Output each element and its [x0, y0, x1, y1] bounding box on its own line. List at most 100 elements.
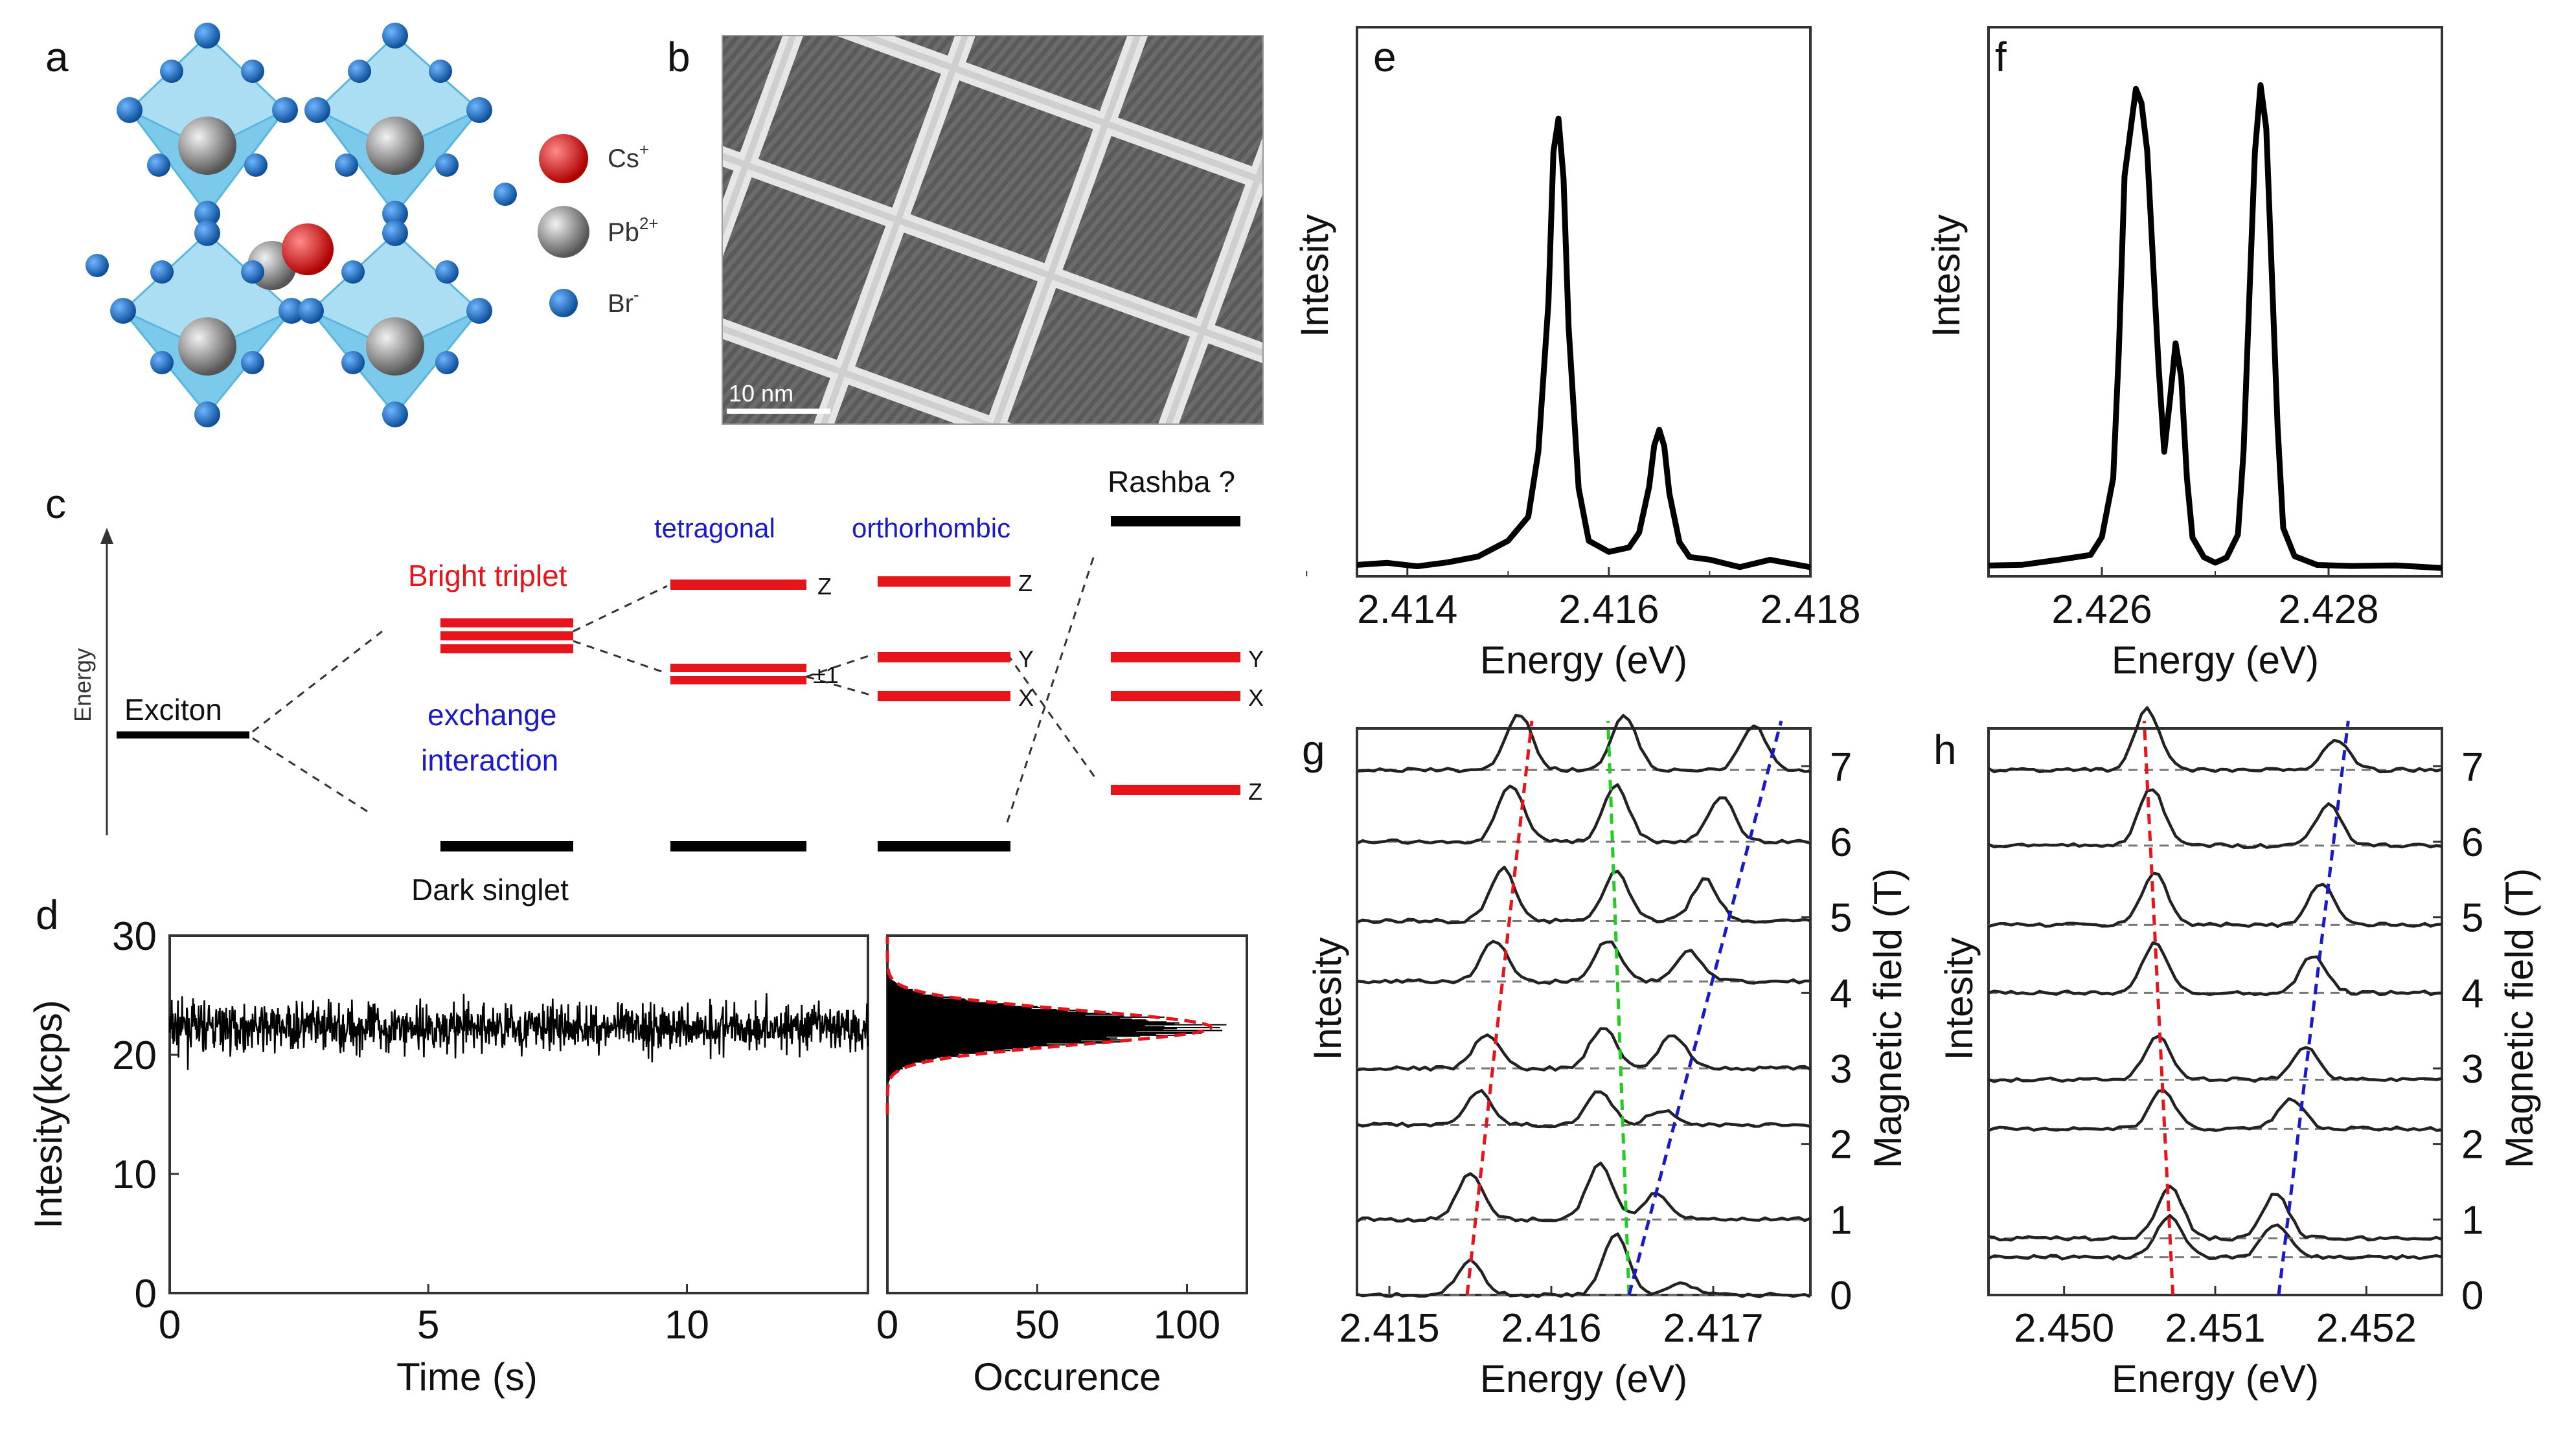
y-tick-label-right: 5 [2461, 896, 2483, 941]
br-legend-dot [549, 289, 578, 317]
field-spectrum-line [1356, 783, 1811, 845]
y-tick-label-right: 4 [2461, 971, 2483, 1016]
x-axis-label: Energy (eV) [2112, 1357, 2319, 1401]
panel-labels: a b c d e f g h [36, 34, 2007, 938]
panel-label-h: h [1933, 727, 1957, 773]
field-spectrum-line [1988, 1034, 2443, 1083]
panel-label-f: f [1995, 34, 2007, 80]
tetragonal-z-tag: Z [817, 573, 832, 600]
y-tick-label-right: 6 [1830, 820, 1852, 865]
exciton-label: Exciton [124, 693, 222, 727]
y-tick-label-right: 3 [2461, 1047, 2483, 1092]
y-axis-label: Intesity [1293, 214, 1336, 337]
plot-frame [1356, 727, 1812, 1296]
gaussian-fit-line [885, 936, 1213, 1114]
chart-h-magneto-spectra: 2.450 2.451 2.452 0 1 2 3 4 5 6 7 Energy (eV) Intesi… [1937, 706, 2541, 1401]
rashba-label: Rashba ? [1108, 465, 1235, 499]
cs-atom [282, 223, 334, 275]
field-spectrum-line [1356, 1161, 1811, 1223]
tetragonal-label: tetragonal [654, 513, 775, 543]
br-atoms [85, 23, 517, 427]
peak-guide-line [1627, 720, 1783, 1296]
x-tick-label: 2.451 [2165, 1306, 2265, 1351]
chart-f-spectrum: 2.426 2.428 Energy (eV) Intesity [1924, 26, 2443, 682]
x-tick-label: 10 [665, 1303, 709, 1347]
y-tick-label-right: 4 [1830, 971, 1852, 1016]
ortho-y-tag: Y [1018, 646, 1034, 672]
peak-guide-line [1606, 721, 1631, 1296]
y-tick-label-right: 1 [1830, 1198, 1852, 1243]
chart-e-spectrum: 2.414 2.416 2.418 Energy (eV) Intesity [1293, 26, 1861, 682]
x-tick-label: 100 [1154, 1303, 1220, 1347]
x-tick-label: 2.452 [2316, 1306, 2417, 1351]
panel-label-b: b [667, 34, 690, 80]
chart-g-magneto-spectra: 2.415 2.416 2.417 0 1 2 3 4 5 6 7 Energy (eV) Intesi… [1306, 714, 1909, 1401]
plot-frame [1987, 26, 2443, 578]
x-tick-label: 2.418 [1760, 587, 1860, 632]
panel-label-g: g [1302, 727, 1325, 773]
y-tick-label-right: 6 [2461, 820, 2483, 865]
field-spectrum-line [1356, 940, 1810, 985]
panel-b-tem: 10 nm [722, 35, 1264, 425]
y-tick-label-right: 1 [2461, 1198, 2483, 1243]
y-tick-label-right: 2 [1830, 1123, 1852, 1167]
rashba-x-tag: X [1248, 684, 1264, 711]
trace-line [168, 993, 869, 1070]
dark-singlet-label: Dark singlet [411, 873, 569, 907]
field-spectrum-line [1987, 706, 2443, 774]
ion-legend: Cs+ Pb2+ Br- [538, 134, 659, 318]
y-tick-label-right: 3 [1830, 1047, 1852, 1092]
spectrum-line [1356, 115, 1811, 570]
x-tick-label: 2.416 [1558, 587, 1659, 632]
field-spectrum-line [1988, 1089, 2443, 1132]
y-tick-label: 10 [112, 1153, 157, 1197]
x-tick-label: 2.426 [2051, 587, 2152, 632]
x-axis-label: Energy (eV) [1480, 1357, 1687, 1401]
tetragonal-pm1-tag: ±1 [813, 662, 839, 688]
cs-legend-label: Cs+ [608, 140, 649, 173]
field-spectrum-line [1356, 865, 1811, 925]
x-axis-label: Energy (eV) [1480, 638, 1687, 682]
y-axis-label: Intesity [1924, 214, 1968, 337]
energy-axis-label: Energy [69, 648, 96, 722]
field-spectrum-line [1988, 788, 2443, 849]
ortho-x-tag: X [1018, 684, 1034, 711]
x-axis-label: Occurence [973, 1355, 1161, 1399]
y-tick-label-right: 7 [1830, 745, 1852, 789]
x-tick-label: 2.417 [1663, 1306, 1763, 1351]
y-axis-label-right: Magnetic field (T) [2498, 868, 2541, 1168]
x-tick-label: 2.428 [2278, 587, 2378, 632]
y-axis-label-right: Magnetic field (T) [1866, 868, 1909, 1168]
peak-guide-line [2277, 721, 2350, 1296]
panel-c-levels: Energy Exciton Bright triplet exchange i… [69, 465, 1264, 907]
field-spectrum-line [1356, 1027, 1811, 1072]
rashba-y-tag: Y [1248, 646, 1264, 672]
field-spectrum-line [1988, 872, 2443, 929]
x-axis-label: Time (s) [396, 1355, 538, 1399]
x-tick-label: 0 [159, 1303, 181, 1347]
y-tick-label-right: 0 [2461, 1274, 2483, 1318]
bright-triplet-levels [440, 618, 573, 653]
field-spectrum-line [1988, 1213, 2443, 1261]
y-axis-label: Intesity [1306, 937, 1349, 1060]
cs-legend-dot [539, 134, 588, 183]
scale-bar-label: 10 nm [729, 380, 793, 407]
br-legend-label: Br- [608, 285, 639, 318]
chart-d-time-trace: 0 10 20 30 0 5 10 Time (s) Intesity(kcps) [27, 914, 869, 1399]
exchange-line2: interaction [421, 743, 558, 777]
plot-frame [168, 934, 869, 1294]
x-tick-label: 5 [417, 1303, 439, 1347]
field-spectrum-line [1356, 1232, 1811, 1299]
chart-d-histogram: 0 50 100 Occurence [876, 934, 1248, 1399]
field-spectrum-line [1356, 714, 1811, 774]
x-tick-label: 2.450 [2014, 1306, 2114, 1351]
field-spectrum-line [1356, 1088, 1811, 1129]
plot-frame [1987, 727, 2443, 1296]
x-tick-label: 2.414 [1357, 587, 1457, 632]
x-tick-label: 2.415 [1339, 1306, 1439, 1351]
panel-a-crystal: Cs+ Pb2+ Br- [85, 23, 659, 427]
y-tick-label-right: 0 [1830, 1274, 1852, 1318]
y-axis-label: Intesity(kcps) [27, 1000, 70, 1228]
panel-label-a: a [45, 34, 69, 80]
